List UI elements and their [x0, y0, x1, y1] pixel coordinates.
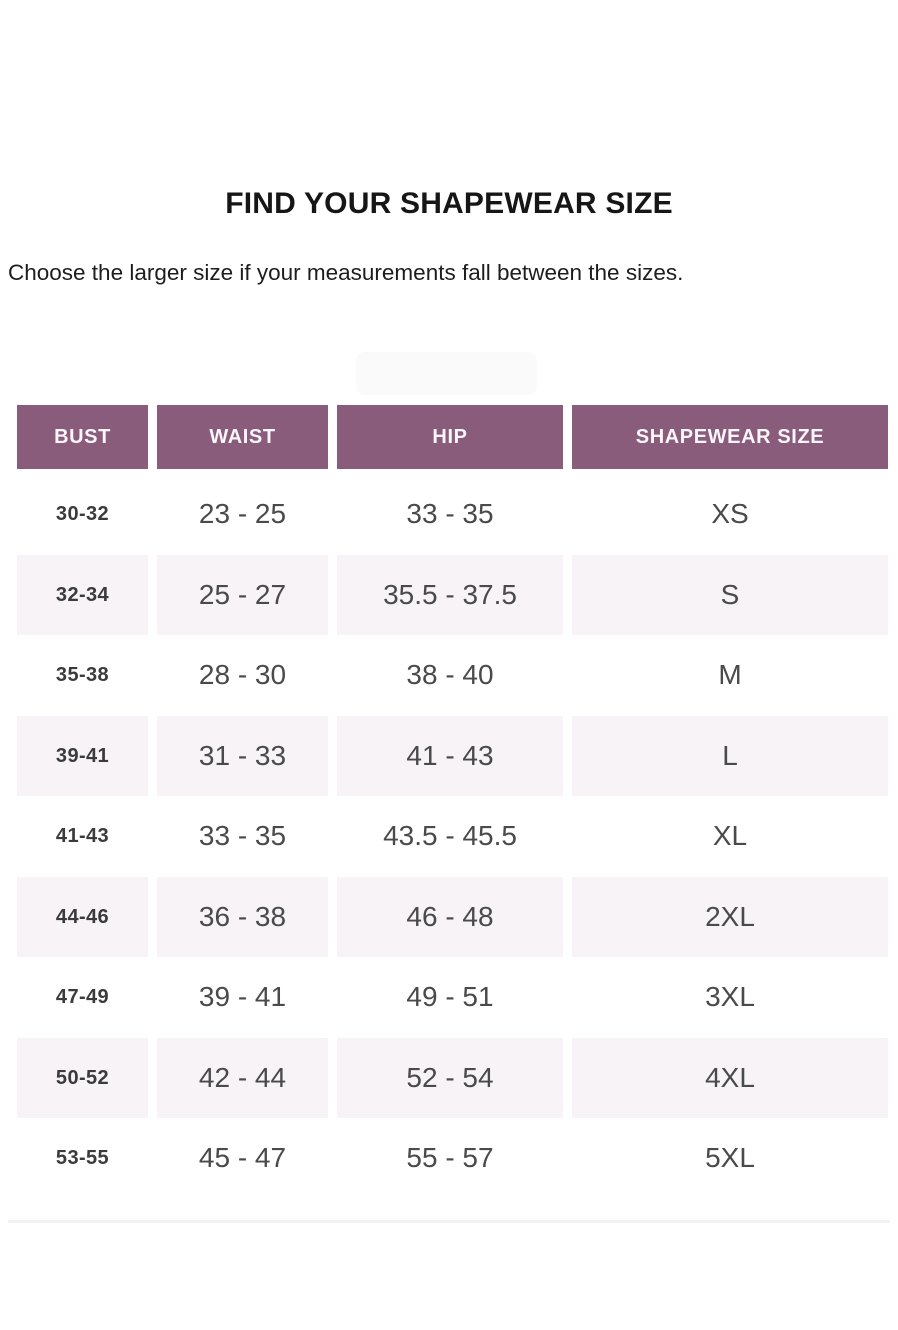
waist-cell: 42 - 44	[157, 1037, 328, 1118]
hip-cell: 55 - 57	[406, 1142, 494, 1173]
hip-cell: 41 - 43	[337, 715, 563, 796]
waist-cell: 33 - 35	[198, 820, 287, 851]
hip-cell: 38 - 40	[406, 659, 494, 690]
waist-cell: 45 - 47	[198, 1142, 287, 1173]
waist-cell: 25 - 27	[157, 554, 328, 635]
size-cell: 2XL	[572, 876, 888, 957]
waist-cell: 31 - 33	[157, 715, 328, 796]
table-row: 41-43 33 - 35 43.5 - 45.5 XL	[17, 796, 887, 877]
hip-cell: 43.5 - 45.5	[383, 820, 517, 851]
size-cell: L	[572, 715, 888, 796]
header-cell-shapewear-size: SHAPEWEAR SIZE	[572, 405, 888, 469]
table-row: 30-32 23 - 25 33 - 35 XS	[17, 474, 887, 555]
bust-cell: 50-52	[17, 1037, 148, 1118]
bust-cell: 41-43	[55, 825, 110, 847]
table-row: 50-52 42 - 44 52 - 54 4XL	[17, 1037, 888, 1118]
bust-cell: 47-49	[55, 986, 110, 1008]
waist-cell: 23 - 25	[198, 498, 287, 529]
bust-cell: 53-55	[55, 1147, 110, 1169]
bust-cell: 32-34	[17, 554, 148, 635]
hip-cell: 52 - 54	[337, 1037, 563, 1118]
hip-cell: 35.5 - 37.5	[337, 554, 563, 635]
bust-cell: 30-32	[55, 503, 110, 525]
faded-watermark	[356, 352, 537, 395]
header-cell-hip: HIP	[337, 405, 563, 469]
size-cell: 5XL	[705, 1142, 755, 1173]
table-header-row: BUST WAIST HIP SHAPEWEAR SIZE	[17, 405, 888, 469]
header-cell-waist: WAIST	[157, 405, 328, 469]
size-cell: XL	[712, 820, 748, 851]
size-cell: S	[572, 554, 888, 635]
bust-cell: 35-38	[55, 664, 110, 686]
table-row: 39-41 31 - 33 41 - 43 L	[17, 715, 888, 796]
table-row: 44-46 36 - 38 46 - 48 2XL	[17, 876, 888, 957]
bust-cell: 39-41	[17, 715, 148, 796]
waist-cell: 39 - 41	[198, 981, 287, 1012]
table-body: 30-32 23 - 25 33 - 35 XS 32-34 25 - 27 3…	[17, 474, 888, 1199]
bust-cell: 44-46	[17, 876, 148, 957]
size-cell: 3XL	[705, 981, 755, 1012]
table-bottom-divider	[8, 1220, 890, 1223]
hip-cell: 46 - 48	[337, 876, 563, 957]
table-row: 35-38 28 - 30 38 - 40 M	[17, 635, 887, 716]
size-chart-table: BUST WAIST HIP SHAPEWEAR SIZE 30-32 23 -…	[17, 405, 888, 1199]
table-row: 32-34 25 - 27 35.5 - 37.5 S	[17, 554, 888, 635]
waist-cell: 28 - 30	[198, 659, 287, 690]
waist-cell: 36 - 38	[157, 876, 328, 957]
size-cell: M	[718, 659, 742, 690]
size-guide-note: Choose the larger size if your measureme…	[8, 259, 684, 285]
header-cell-bust: BUST	[17, 405, 148, 469]
hip-cell: 33 - 35	[406, 498, 494, 529]
size-cell: XS	[711, 498, 749, 529]
table-row: 53-55 45 - 47 55 - 57 5XL	[17, 1118, 887, 1199]
table-row: 47-49 39 - 41 49 - 51 3XL	[17, 957, 887, 1038]
page-title: FIND YOUR SHAPEWEAR SIZE	[225, 187, 673, 221]
hip-cell: 49 - 51	[406, 981, 494, 1012]
size-cell: 4XL	[572, 1037, 888, 1118]
